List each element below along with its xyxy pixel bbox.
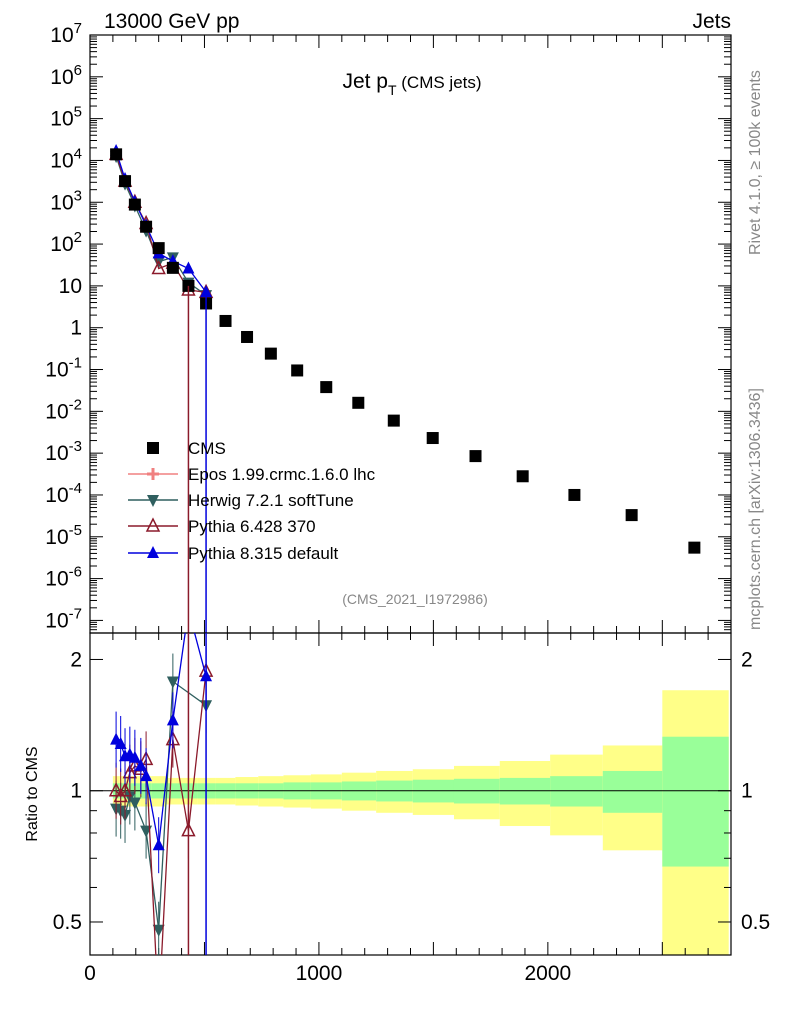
chart-title: Jet pT (CMS jets) <box>342 70 481 98</box>
y-tick-label: 10-1 <box>45 355 82 382</box>
header-left: 13000 GeV pp <box>104 10 239 33</box>
ratio-point-pythia8 <box>140 769 153 782</box>
ratio-point-pythia6 <box>117 782 133 797</box>
legend: CMS Epos 1.99.crmc.1.6.0 lhc Herwig 7.2.1 … <box>128 439 376 563</box>
data-point-cms <box>110 148 123 161</box>
y-tick-label: 107 <box>50 20 82 47</box>
y-tick-label: 10-5 <box>45 522 82 549</box>
legend-marker-cms <box>147 442 159 454</box>
y-tick-label: 105 <box>50 104 82 131</box>
main-frame <box>89 34 732 634</box>
ratio-uncertainty-bands <box>112 690 729 955</box>
data-point-cms <box>166 261 179 274</box>
band-inner-bin <box>550 776 603 807</box>
legend-marker-pythia8 <box>147 546 159 558</box>
data-point-cms <box>387 414 400 427</box>
legend-item-epos: Epos 1.99.crmc.1.6.0 lhc <box>128 465 376 484</box>
legend-label: Pythia 6.428 370 <box>188 517 316 536</box>
y-tick-label: 104 <box>50 145 82 172</box>
ratio-point-herwig <box>166 676 179 689</box>
data-point-cms <box>469 450 482 463</box>
data-point-cms <box>119 175 132 188</box>
data-point-cms <box>140 220 153 233</box>
ratio-line-pythia6 <box>115 671 207 955</box>
ratio-y-tick-label: 2 <box>70 648 82 671</box>
ratio-point-pythia6 <box>153 1006 165 1018</box>
data-point-pythia8 <box>200 285 213 298</box>
y-tick-label: 106 <box>50 62 82 89</box>
data-point-cms <box>219 314 232 327</box>
legend-item-cms: CMS <box>147 439 226 458</box>
ratio-point-herwig <box>152 924 165 937</box>
legend-item-pythia6: Pythia 6.428 370 <box>128 517 316 536</box>
legend-item-herwig: Herwig 7.2.1 softTune <box>128 491 354 510</box>
y-tick-label: 102 <box>50 229 82 256</box>
series-pythia6 <box>108 145 214 299</box>
x-tick-label: 2000 <box>524 962 571 985</box>
ratio-point-pythia6 <box>108 782 124 797</box>
data-point-cms <box>688 541 701 554</box>
data-point-cms <box>516 470 529 483</box>
ratio-y-tick-label: 1 <box>70 780 82 803</box>
ratio-point-herwig <box>128 797 141 810</box>
ratio-point-pythia8 <box>134 758 147 771</box>
data-point-cms <box>625 509 638 522</box>
data-point-cms <box>568 488 581 501</box>
band-inner-bin <box>662 736 729 867</box>
y-tick-label: 10-4 <box>45 480 82 507</box>
main-panel: 10-7 10-6 10-5 10-4 10-3 10-2 10-1 1 10 102 103 104… <box>45 20 732 634</box>
y-tick-label: 10-6 <box>45 564 82 591</box>
y-tick-label: 10-3 <box>45 438 82 465</box>
series-cms <box>110 148 701 554</box>
band-inner-bin <box>602 770 663 813</box>
x-tick-label: 0 <box>84 962 96 985</box>
ratio-point-pythia8 <box>128 750 141 763</box>
analysis-watermark: (CMS_2021_I1972986) <box>342 591 488 607</box>
ratio-y-tick-label-right: 2 <box>741 648 753 671</box>
data-point-cms <box>152 242 165 255</box>
ratio-y-tick-label: 0.5 <box>53 911 82 934</box>
legend-label: Herwig 7.2.1 softTune <box>188 491 354 510</box>
y-tick-label: 10 <box>59 275 82 298</box>
ratio-point-pythia8 <box>152 838 165 851</box>
y-tick-label: 1 <box>70 317 82 340</box>
data-point-cms <box>352 396 365 409</box>
data-point-cms <box>291 364 304 377</box>
main-y-axis: 10-7 10-6 10-5 10-4 10-3 10-2 10-1 1 10 102 103 104… <box>45 20 731 634</box>
legend-marker-pythia6 <box>145 517 161 532</box>
legend-marker-epos <box>147 468 159 480</box>
ratio-panel: 0.5 0.5 1 1 2 2 Ratio to CMS 0 1000 2000 <box>24 632 770 1018</box>
data-point-cms <box>128 198 141 211</box>
data-point-cms <box>426 432 439 445</box>
x-tick-label: 1000 <box>296 962 343 985</box>
header-right: Jets <box>692 10 731 33</box>
side-label-rivet: Rivet 4.1.0, ≥ 100k events <box>747 70 764 255</box>
ratio-y-tick-label-right: 0.5 <box>741 911 770 934</box>
legend-item-pythia8: Pythia 8.315 default <box>128 544 339 563</box>
side-label-mcplots: mcplots.cern.ch [arXiv:1306.3436] <box>747 388 764 630</box>
ratio-point-pythia8 <box>114 736 127 749</box>
y-tick-label: 103 <box>50 187 82 214</box>
data-point-cms <box>241 330 254 343</box>
ratio-y-label: Ratio to CMS <box>24 746 41 841</box>
data-point-cms <box>264 347 277 360</box>
ratio-point-pythia8 <box>166 713 179 726</box>
data-point-pythia6 <box>151 259 166 275</box>
legend-label: CMS <box>188 439 226 458</box>
main-x-ticks <box>89 35 732 633</box>
y-tick-label: 10-2 <box>45 396 82 423</box>
ratio-x-axis: 0 1000 2000 <box>84 633 732 985</box>
legend-marker-herwig <box>147 495 159 507</box>
legend-label: Pythia 8.315 default <box>188 544 339 563</box>
data-point-pythia8 <box>182 261 195 274</box>
ratio-y-axis: 0.5 0.5 1 1 2 2 <box>53 648 770 934</box>
ratio-y-tick-label-right: 1 <box>741 780 753 803</box>
y-tick-label: 10-7 <box>45 605 82 632</box>
legend-label: Epos 1.99.crmc.1.6.0 lhc <box>188 465 376 484</box>
data-point-cms <box>320 381 333 394</box>
